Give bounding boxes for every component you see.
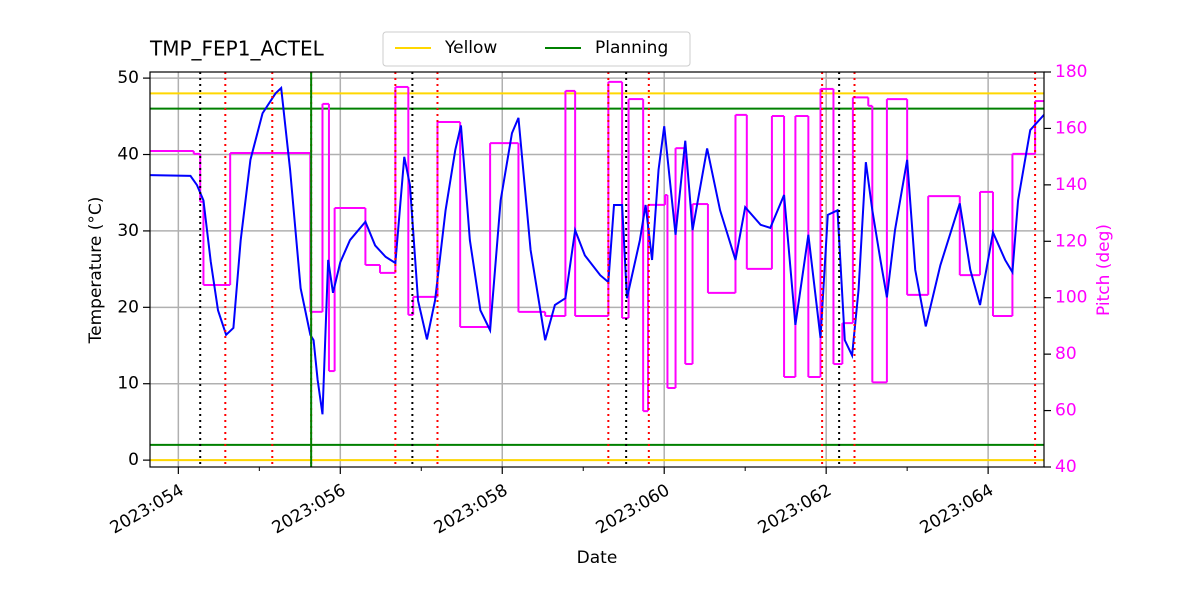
x-tick-label: 2023:058 (431, 480, 512, 538)
x-tick-label: 2023:056 (269, 480, 350, 538)
y2-tick-label: 100 (1055, 288, 1087, 308)
y-tick-label: 30 (117, 221, 139, 241)
y2-tick-label: 160 (1055, 118, 1087, 138)
x-tick-label: 2023:062 (755, 480, 836, 538)
y2-tick-label: 140 (1055, 175, 1087, 195)
y-tick-label: 40 (117, 145, 139, 165)
x-tick-label: 2023:054 (107, 480, 188, 538)
y2-tick-label: 60 (1055, 401, 1077, 421)
y2-axis-label: Pitch (deg) (1094, 224, 1114, 316)
x-axis-label: Date (577, 548, 618, 568)
y2-tick-label: 180 (1055, 62, 1087, 82)
y-tick-label: 10 (117, 374, 139, 394)
temperature-line (150, 85, 1044, 415)
legend-label: Yellow (444, 38, 497, 58)
y-tick-label: 50 (117, 68, 139, 88)
y2-tick-label: 80 (1055, 344, 1077, 364)
y-tick-label: 0 (128, 450, 139, 470)
y-tick-label: 20 (117, 297, 139, 317)
x-tick-label: 2023:064 (917, 480, 998, 538)
plot-frame (149, 71, 1045, 468)
legend-label: Planning (595, 38, 668, 58)
y2-tick-label: 120 (1055, 231, 1087, 251)
chart-title: TMP_FEP1_ACTEL (149, 37, 325, 61)
plot-area (150, 72, 1044, 467)
y-axis-label: Temperature (°C) (86, 197, 106, 345)
y2-tick-label: 40 (1055, 457, 1077, 477)
legend-box (382, 31, 691, 67)
x-tick-label: 2023:060 (593, 480, 674, 538)
